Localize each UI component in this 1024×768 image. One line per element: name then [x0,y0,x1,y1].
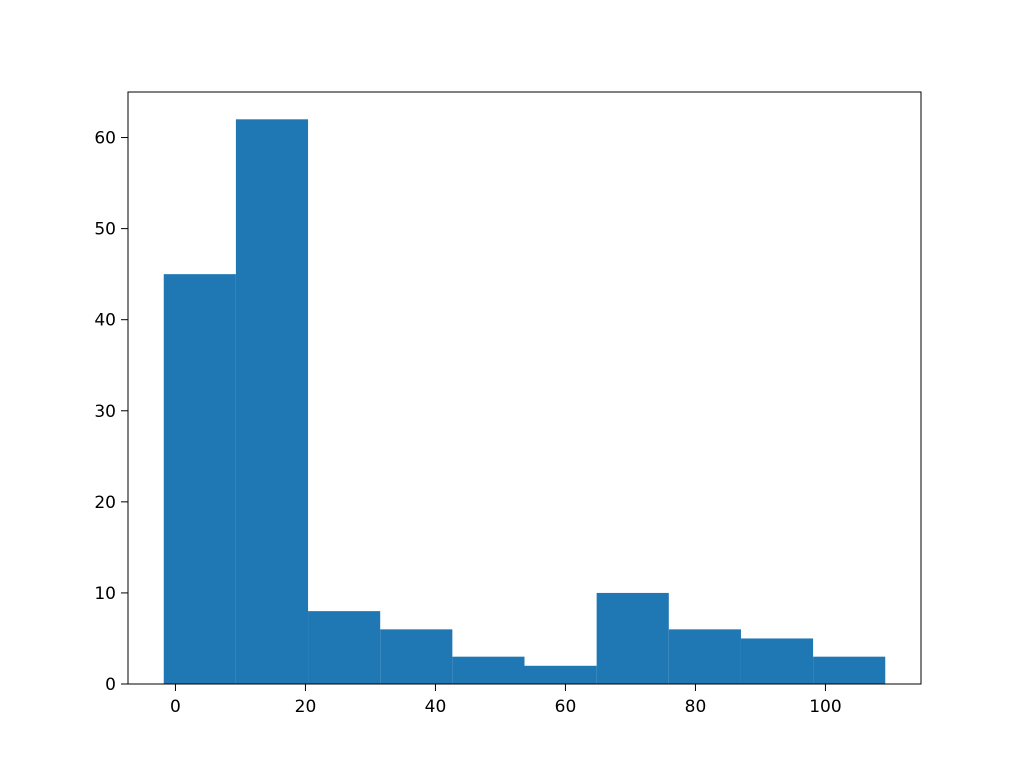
y-tick-label: 20 [94,493,116,513]
x-tick-label: 80 [685,697,707,717]
bars-group [163,119,886,685]
histogram-bar [235,119,309,685]
histogram-bar [452,656,525,684]
y-tick-label: 30 [94,402,116,422]
x-tick-label: 60 [555,697,577,717]
x-tick-label: 100 [809,697,841,717]
x-tick-label: 0 [170,697,181,717]
histogram-bar [163,274,236,684]
histogram-bar [380,629,453,684]
histogram-bar [813,656,886,684]
histogram-bar [596,592,669,684]
histogram-bar [740,638,814,684]
x-tick-label: 20 [295,697,317,717]
y-tick-label: 10 [94,584,116,604]
histogram-bar [524,665,597,684]
x-tick-label: 40 [425,697,447,717]
histogram-bar [668,629,741,684]
ticks-group: 0 20 40 60 80 100 0 10 20 30 40 50 60 [94,129,841,717]
y-tick-label: 0 [105,675,116,695]
y-tick-label: 60 [94,129,116,149]
axes-frame [127,91,922,685]
histogram-bar [308,611,381,684]
y-tick-label: 40 [94,311,116,331]
y-tick-label: 50 [94,220,116,240]
